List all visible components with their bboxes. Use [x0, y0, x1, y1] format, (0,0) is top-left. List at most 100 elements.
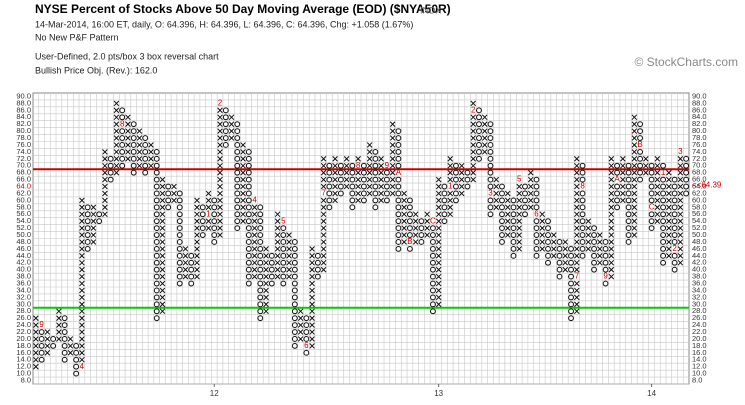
x-box — [585, 218, 592, 224]
pnf-column — [574, 156, 580, 315]
o-box — [234, 169, 241, 176]
x-box — [182, 266, 189, 273]
o-box — [291, 259, 298, 266]
x-box — [574, 190, 580, 197]
pnf-column — [355, 156, 361, 204]
x-box — [666, 218, 672, 224]
o-box — [153, 308, 160, 315]
o-box — [568, 266, 574, 273]
x-box — [113, 114, 120, 121]
o-box — [671, 190, 678, 197]
y-tick-label: 56.0 — [692, 209, 707, 218]
o-box — [510, 232, 517, 238]
o-box — [510, 218, 517, 225]
x-box — [263, 259, 269, 266]
x-box — [113, 100, 120, 107]
x-box — [366, 190, 373, 197]
x-box — [263, 273, 269, 280]
x-box — [654, 156, 661, 162]
o-box — [499, 232, 505, 238]
o-box — [291, 336, 298, 342]
x-box — [666, 204, 672, 211]
x-box — [620, 156, 626, 162]
pnf-column — [527, 169, 534, 211]
x-box — [527, 204, 534, 211]
x-box — [666, 239, 672, 245]
o-box — [245, 183, 252, 190]
x-box — [631, 204, 638, 211]
x-box — [217, 135, 223, 141]
x-box — [79, 315, 85, 321]
x-box — [159, 273, 166, 280]
x-box — [516, 239, 523, 245]
x-box — [516, 246, 523, 252]
x-box — [516, 183, 523, 190]
x-box — [551, 239, 557, 245]
o-box — [671, 266, 678, 273]
x-box — [125, 114, 131, 121]
y-tick-label: 14.0 — [692, 355, 707, 364]
x-box — [309, 301, 315, 308]
y-tick-label: 24.0 — [16, 320, 31, 329]
x-box — [33, 336, 39, 342]
y-tick-label: 10.0 — [692, 369, 707, 378]
x-box — [643, 169, 649, 176]
x-box — [435, 239, 442, 245]
y-tick-label: 88.0 — [692, 98, 707, 107]
x-box — [470, 169, 476, 176]
o-box — [430, 266, 436, 273]
pnf-column — [539, 211, 546, 252]
o-box — [96, 218, 103, 225]
x-box — [159, 287, 166, 294]
month-marker: A — [614, 175, 620, 184]
x-box — [677, 204, 684, 211]
x-box — [551, 253, 557, 259]
o-box — [660, 183, 667, 190]
x-box — [159, 280, 166, 287]
pnf-column — [418, 218, 425, 245]
o-box — [291, 245, 298, 252]
o-box — [406, 232, 413, 238]
pnf-column — [372, 148, 379, 211]
o-box — [360, 183, 367, 190]
o-box — [234, 218, 241, 225]
pnf-column — [620, 156, 626, 204]
x-box — [113, 156, 120, 162]
o-box — [568, 294, 574, 301]
x-box — [332, 169, 338, 176]
o-box — [291, 342, 298, 349]
pnf-column — [522, 183, 528, 218]
x-box — [194, 246, 200, 252]
o-box — [625, 176, 632, 183]
y-tick-label: 66.0 — [692, 175, 707, 184]
o-box — [487, 162, 494, 169]
x-box — [527, 190, 534, 197]
x-box — [228, 121, 235, 127]
x-box — [355, 190, 361, 197]
x-box — [378, 156, 384, 162]
o-box — [406, 204, 413, 211]
y-tick-label: 14.0 — [16, 355, 31, 364]
x-box — [435, 197, 442, 204]
o-box — [176, 197, 183, 204]
o-box — [533, 197, 540, 204]
x-box — [148, 156, 154, 162]
o-box — [487, 121, 494, 128]
y-tick-label: 60.0 — [16, 195, 31, 204]
o-box — [510, 245, 517, 252]
o-box — [257, 245, 264, 252]
o-box — [625, 225, 632, 232]
x-box — [435, 225, 442, 231]
x-box — [205, 225, 212, 231]
o-box — [176, 252, 183, 259]
x-box — [516, 232, 523, 238]
o-box — [142, 162, 149, 169]
x-box — [608, 225, 615, 231]
o-box — [349, 204, 356, 211]
x-box — [631, 211, 638, 218]
x-box — [666, 190, 672, 197]
o-box — [660, 225, 667, 232]
x-box — [309, 253, 315, 259]
o-box — [153, 218, 160, 225]
pnf-column — [366, 142, 373, 197]
